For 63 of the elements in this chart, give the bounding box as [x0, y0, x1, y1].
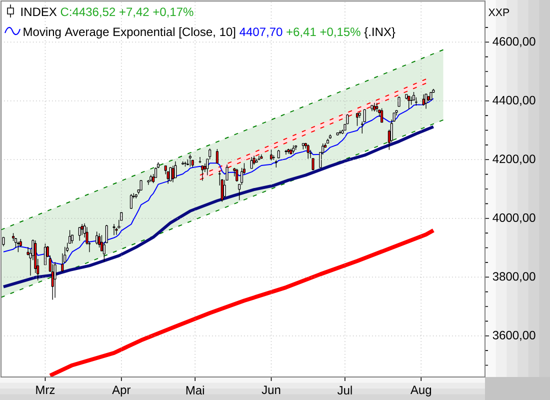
y-tick-label: 4400,00: [492, 96, 536, 106]
candlestick: [344, 124, 346, 131]
candlestick: [277, 150, 280, 158]
candlestick: [70, 234, 74, 244]
candlestick: [294, 144, 298, 150]
candlestick: [292, 144, 295, 154]
x-tick-label: Aug: [410, 386, 432, 396]
legend-label: Moving Average Exponential [Close, 10]: [24, 27, 236, 38]
x-tick-label: Jun: [262, 386, 280, 394]
chart-subtitle: C:4436,52 +7,42 +0,17%: [60, 8, 194, 18]
x-tick-label: Jul: [337, 386, 352, 395]
candlestick: [306, 144, 310, 160]
y-tick-label: 3600,00: [492, 330, 536, 341]
candlestick: [258, 155, 260, 161]
candlestick: [140, 180, 142, 191]
candlestick: [98, 233, 101, 248]
candlestick: [422, 94, 425, 106]
candlestick: [430, 92, 432, 101]
candlestick: [236, 168, 238, 182]
candlestick: [408, 96, 410, 110]
candlestick: [312, 158, 314, 171]
y-tick-label: 4200,00: [492, 154, 536, 165]
candlestick: [250, 156, 253, 169]
candlestick: [112, 224, 116, 236]
candlestick: [252, 155, 256, 166]
chart-title: INDEX: [21, 8, 57, 16]
candlestick: [44, 243, 46, 266]
candlestick: [198, 156, 202, 164]
candlestick: [150, 174, 152, 182]
candlestick: [328, 134, 332, 140]
candlestick: [54, 262, 56, 298]
candlestick: [336, 132, 339, 136]
x-tick-label: Apr: [112, 386, 131, 396]
y-tick-label: 3800,00: [492, 272, 536, 282]
x-tick-label: Mrz: [36, 386, 55, 394]
line-series: [48, 228, 436, 377]
candlestick: [174, 161, 177, 178]
candlestick: [134, 194, 138, 199]
candlestick: [287, 148, 290, 154]
candlestick: [156, 162, 160, 168]
annotation: {.INX}: [364, 27, 396, 38]
annotation: 4407,70: [240, 28, 282, 38]
text: XXP: [488, 8, 510, 16]
candlestick: [424, 94, 428, 110]
candlestick: [255, 158, 258, 163]
candlestick: [302, 142, 304, 150]
candlestick: [373, 102, 376, 112]
candlestick: [216, 148, 218, 164]
candlestick: [290, 148, 292, 155]
candlestick: [130, 194, 132, 209]
candlestick: [78, 226, 81, 242]
candlestick: [380, 108, 384, 123]
candlestick: [172, 165, 174, 183]
annotation: +6,41 +0,15%: [286, 28, 360, 38]
y-tick-label: 4000,00: [492, 213, 536, 224]
candlestick: [346, 114, 349, 124]
candlestick: [398, 96, 400, 107]
candlestick: [356, 112, 359, 126]
x-tick-label: Mai: [186, 386, 204, 395]
candlestick: [326, 138, 330, 144]
y-tick-label: 4600,00: [492, 37, 536, 48]
candlestick: [96, 231, 98, 245]
candlestick: [370, 104, 374, 112]
